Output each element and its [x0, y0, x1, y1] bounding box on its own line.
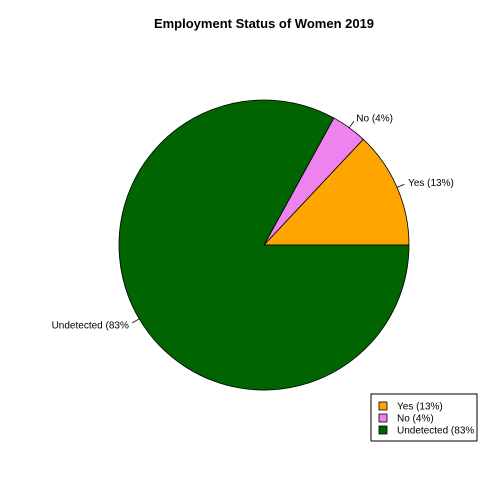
slice-labels: Yes (13%) No (4%) Undetected (83%: [52, 113, 454, 331]
slice-label-tick-1: [348, 120, 355, 128]
legend-swatch-1: [378, 413, 388, 423]
pie-slices: [118, 99, 410, 391]
slice-label-1: No (4%): [356, 113, 393, 124]
slice-label-2: Undetected (83%: [52, 320, 129, 331]
slice-label-tick-0: [396, 183, 405, 188]
legend: Yes (13%)No (4%)Undetected (83%: [370, 393, 478, 442]
legend-swatch-0: [378, 401, 388, 411]
legend-swatch-2: [378, 425, 388, 435]
legend-label-1: No (4%): [397, 414, 434, 425]
legend-label-0: Yes (13%): [397, 402, 443, 413]
slice-label-0: Yes (13%): [408, 178, 454, 189]
slice-label-tick-2: [132, 318, 140, 324]
legend-label-2: Undetected (83%: [397, 426, 474, 437]
legend-box: [370, 393, 478, 442]
chart-title: Employment Status of Women 2019: [154, 16, 374, 31]
